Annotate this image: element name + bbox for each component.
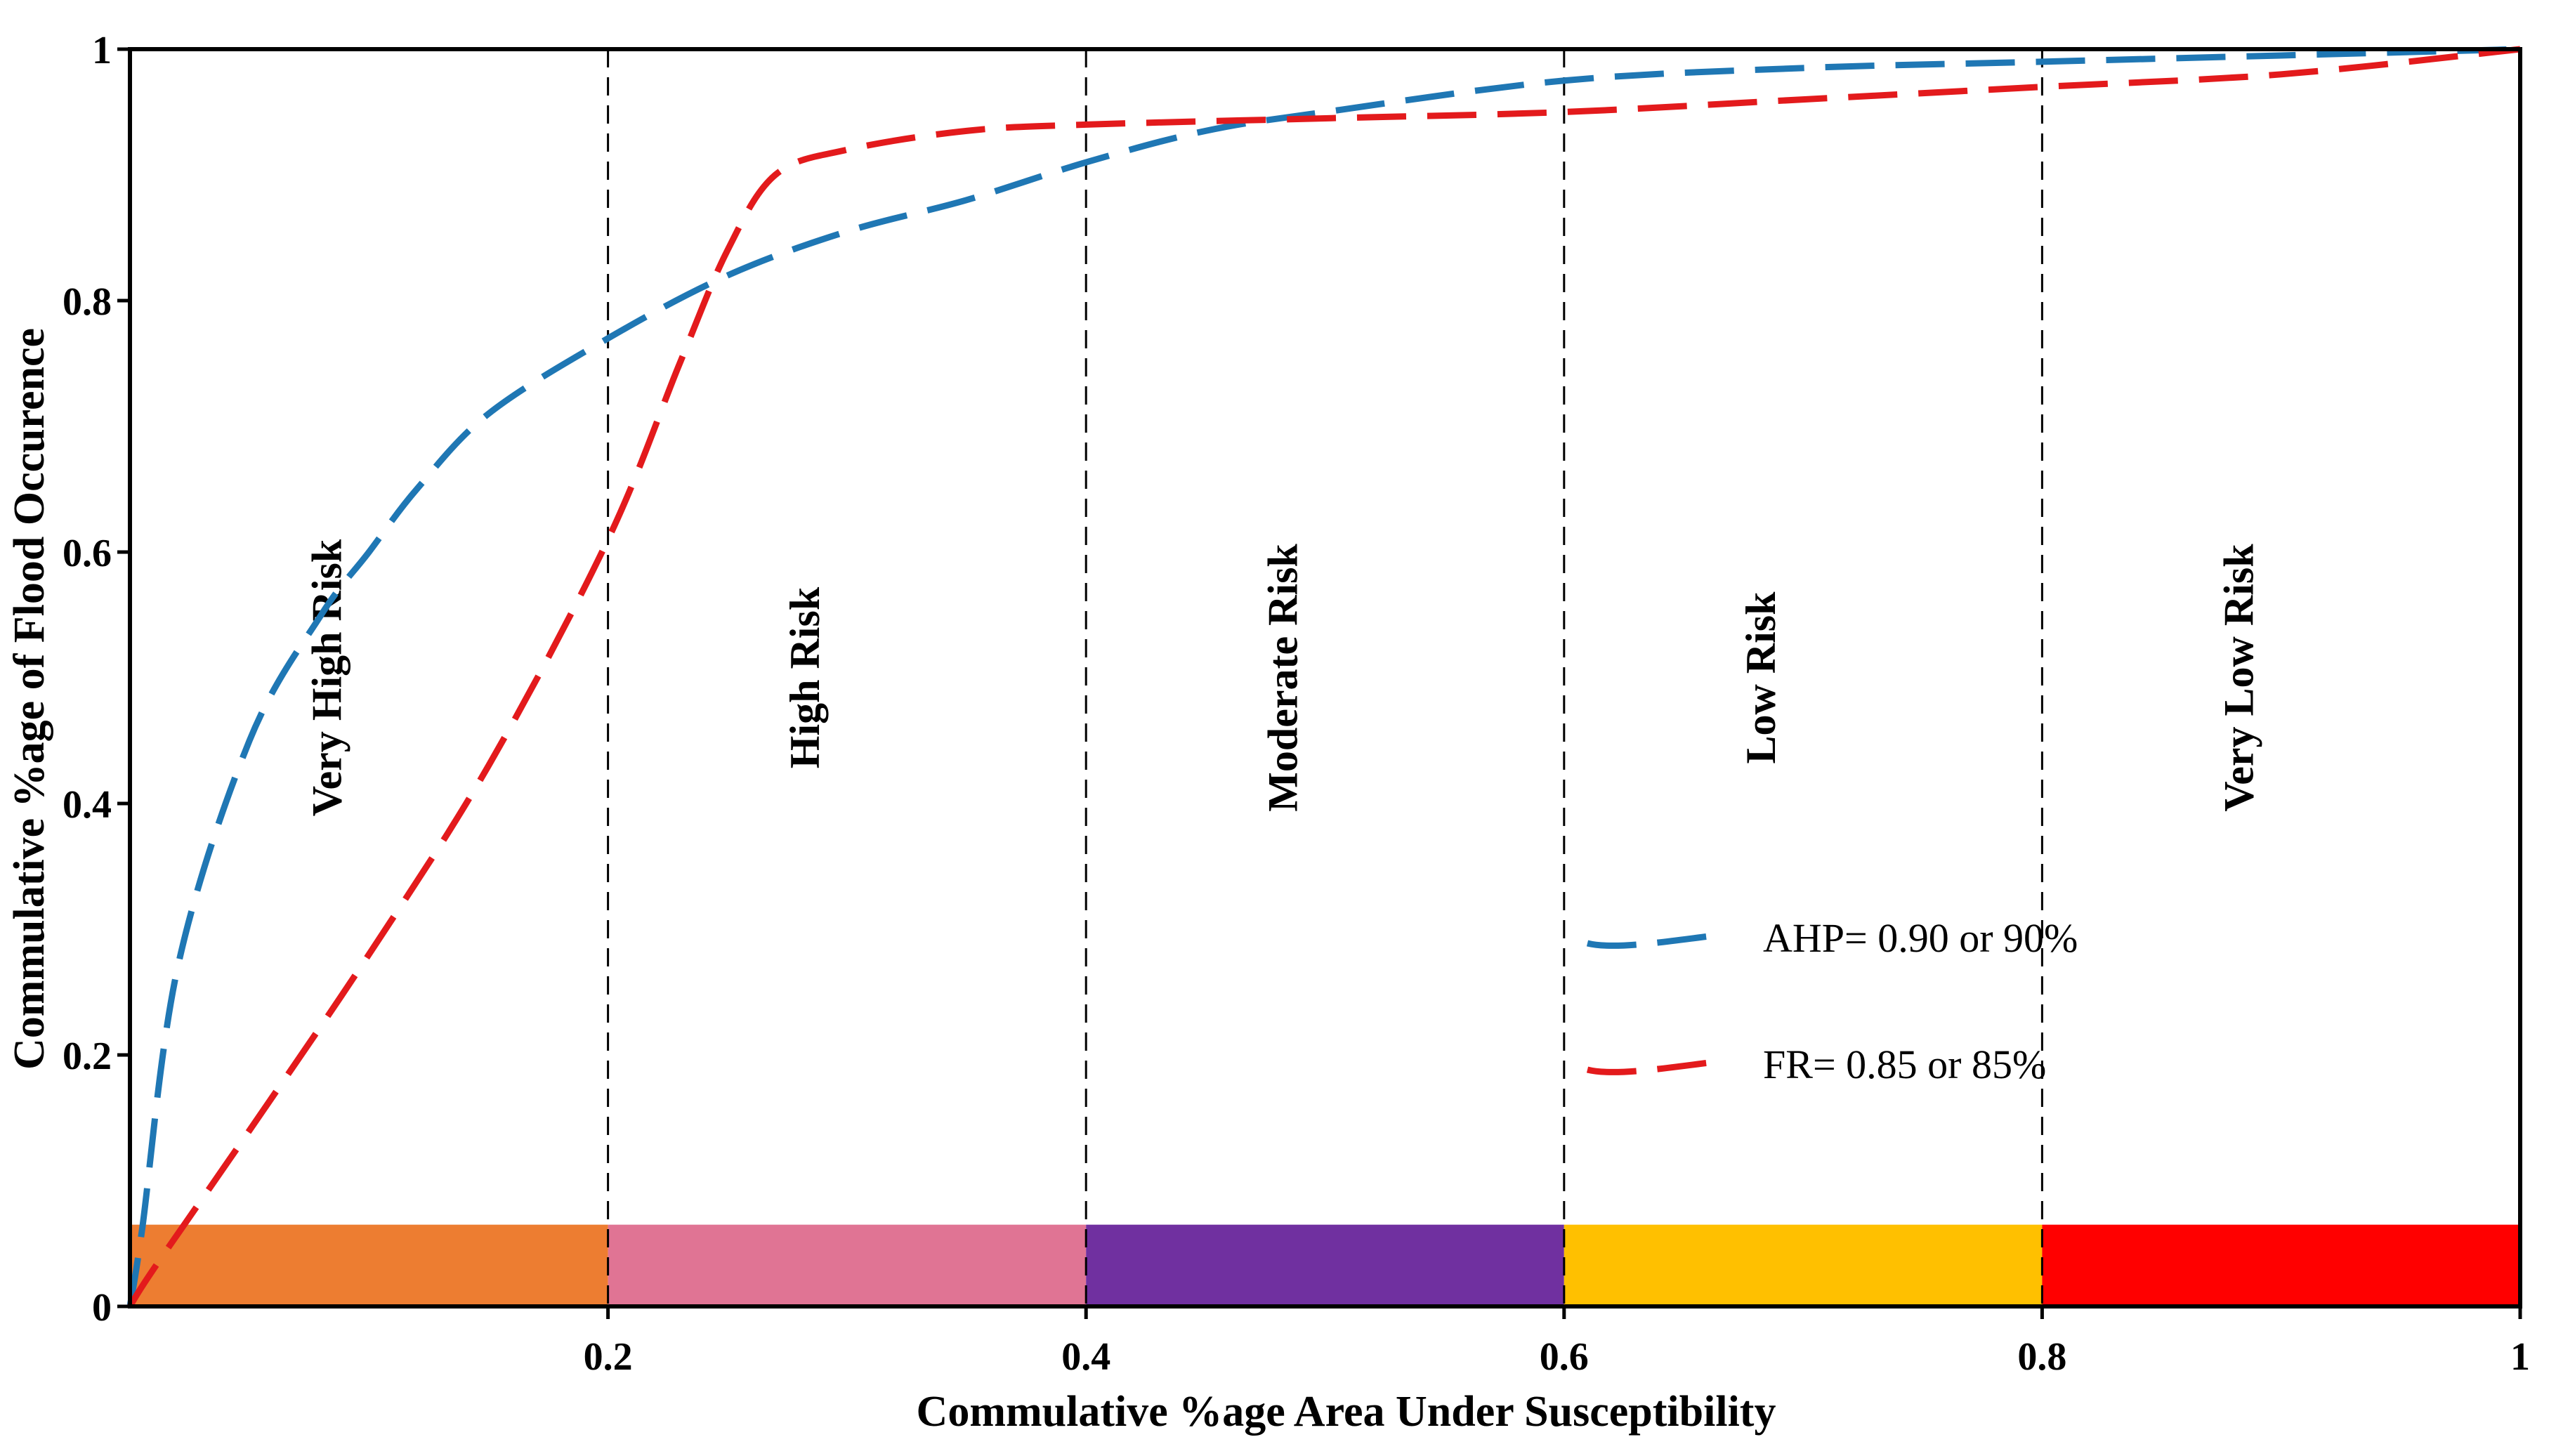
zone-band-5: [2042, 1224, 2520, 1306]
y-axis-title: Commulative %age of Flood Occurence: [6, 328, 53, 1070]
y-tick-label-1: 0: [92, 1286, 112, 1330]
x-tick-label-5: 1: [2510, 1335, 2530, 1379]
plot-frame: [128, 47, 2522, 1309]
risk-zone-labels: Very High Risk High Risk Moderate Risk Low …: [303, 539, 2262, 816]
zone-label-5: Very Low Risk: [2216, 544, 2262, 812]
x-tick-label-3: 0.6: [1540, 1335, 1589, 1379]
y-tick-label-3: 0.4: [63, 783, 112, 827]
zone-label-1: Very High Risk: [303, 539, 350, 816]
legend-label-2: FR= 0.85 or 85%: [1763, 1042, 2046, 1087]
legend-swatch-2: [1586, 1058, 1722, 1075]
risk-zone-bands: [130, 1224, 2520, 1306]
legend-label-1: AHP= 0.90 or 90%: [1763, 915, 2078, 961]
zone-label-3: Moderate Risk: [1260, 544, 1306, 812]
zone-label-2: High Risk: [782, 586, 828, 768]
zone-label-4: Low Risk: [1738, 591, 1784, 764]
legend: AHP= 0.90 or 90% FR= 0.85 or 85%: [1586, 915, 2078, 1087]
y-tick-label-2: 0.2: [63, 1035, 112, 1078]
x-tick-label-4: 0.8: [2017, 1335, 2066, 1379]
x-tick-label-1: 0.2: [584, 1335, 633, 1379]
zone-band-2: [608, 1224, 1087, 1306]
x-tick-label-2: 0.4: [1061, 1335, 1110, 1379]
series-line-1: [126, 46, 2521, 1307]
x-axis-ticks: 0.2 0.4 0.6 0.8 1: [584, 1306, 2530, 1379]
zone-band-3: [1086, 1224, 1564, 1306]
zone-band-4: [1564, 1224, 2043, 1306]
series-lines: [126, 46, 2521, 1309]
legend-swatch-1: [1586, 931, 1722, 949]
series-line-2: [127, 46, 2521, 1309]
zone-band-1: [130, 1224, 608, 1306]
x-axis-title: Commulative %age Area Under Susceptibili…: [917, 1388, 1776, 1436]
y-tick-label-5: 0.8: [63, 280, 112, 324]
vertical-grid-lines: [607, 49, 2043, 1306]
y-axis-ticks: 0 0.2 0.4 0.6 0.8 1: [63, 29, 130, 1330]
y-tick-label-4: 0.6: [63, 532, 112, 575]
y-tick-label-6: 1: [92, 29, 112, 72]
